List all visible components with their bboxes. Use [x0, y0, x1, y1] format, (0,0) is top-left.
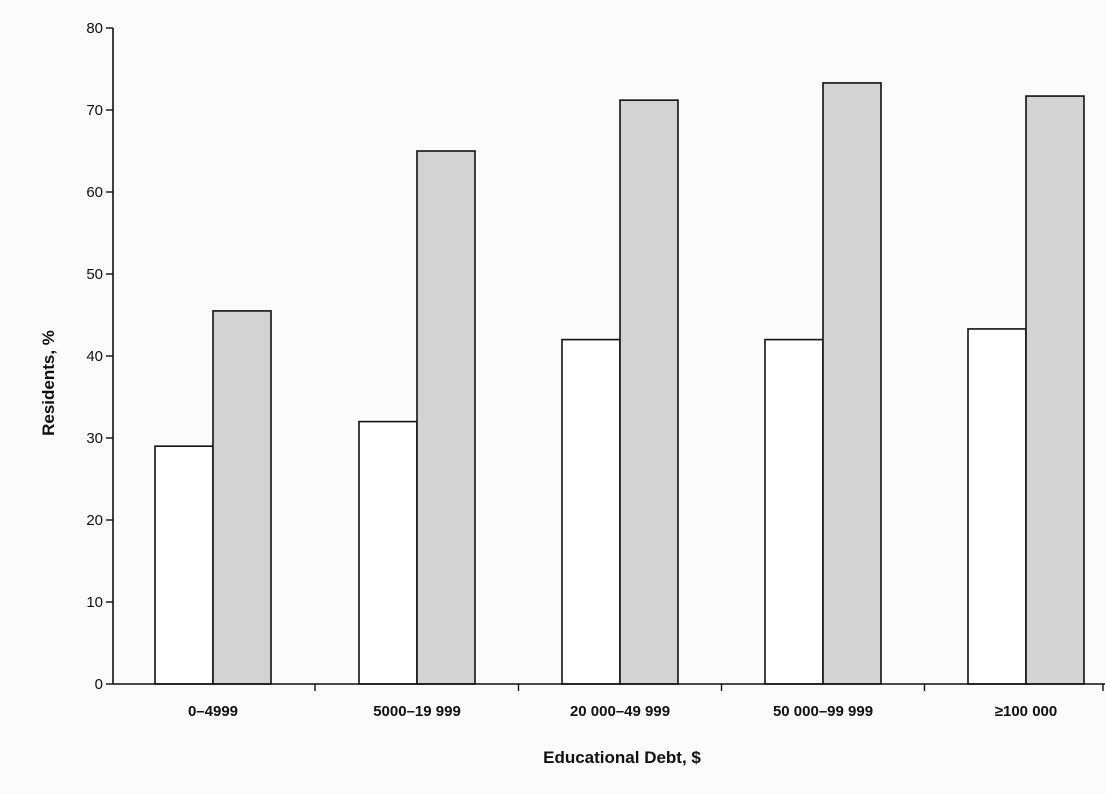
y-tick-label: 20	[86, 512, 103, 529]
bar-series-1-3	[561, 338, 621, 685]
bars-layer	[154, 82, 1085, 685]
y-tick-label: 70	[86, 102, 103, 119]
bar-series-1-1	[154, 445, 214, 685]
y-tick-label: 40	[86, 348, 103, 365]
y-tick-label: 60	[86, 184, 103, 201]
bar-series-2-4	[822, 82, 882, 685]
bar-series-1-5	[967, 328, 1027, 685]
bar-series-1-2	[358, 420, 418, 685]
x-tick-label: 0–4999	[188, 703, 238, 720]
y-tick-label: 30	[86, 430, 103, 447]
y-tick-label: 10	[86, 594, 103, 611]
x-tick-label: ≥100 000	[995, 703, 1057, 720]
bar-series-1-4	[764, 338, 824, 685]
y-tick-label: 50	[86, 266, 103, 283]
x-tick-label: 5000–19 999	[373, 703, 461, 720]
x-axis-title: Educational Debt, $	[543, 748, 701, 767]
y-tick-label: 0	[95, 676, 103, 693]
y-tick-label: 80	[86, 20, 103, 37]
x-tick-label: 50 000–99 999	[773, 703, 873, 720]
y-axis-title: Residents, %	[39, 330, 58, 436]
x-tick-label: 20 000–49 999	[570, 703, 670, 720]
bar-series-2-2	[416, 150, 476, 685]
bar-series-2-5	[1025, 95, 1085, 685]
bar-series-2-3	[619, 99, 679, 685]
labels-layer: Educational Debt, $ Residents, % 0 10 20 30…	[39, 20, 1057, 767]
axes-layer	[106, 27, 1105, 691]
bar-series-2-1	[212, 310, 272, 685]
